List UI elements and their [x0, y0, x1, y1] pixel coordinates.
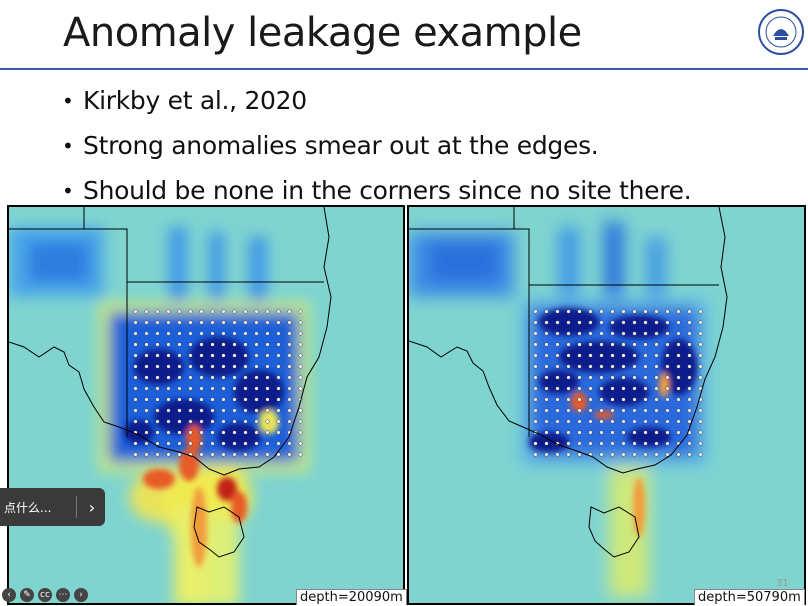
title-divider	[0, 68, 808, 70]
page-number: 31	[776, 578, 789, 589]
forward-icon[interactable]: ›	[74, 588, 88, 602]
pen-icon[interactable]: ✎	[20, 588, 34, 602]
slide-title: Anomaly leakage example	[63, 10, 582, 56]
left-anomaly-map	[7, 205, 405, 605]
bullet-item: • Should be none in the corners since no …	[62, 176, 692, 205]
bullet-item: • Strong anomalies smear out at the edges…	[62, 131, 599, 160]
left-depth-label: depth=20090m	[296, 589, 407, 605]
slideshow-controls: ‹ ✎ cc ⋯ ›	[2, 588, 88, 602]
chevron-right-icon[interactable]: ›	[88, 497, 96, 517]
university-seal-icon	[757, 8, 805, 56]
bullet-item: • Kirkby et al., 2020	[62, 86, 307, 115]
cc-icon[interactable]: cc	[38, 588, 52, 602]
back-icon[interactable]: ‹	[2, 588, 16, 602]
popup-text[interactable]: 点什么...	[4, 500, 52, 515]
bullet-list: • Kirkby et al., 2020 • Strong anomalies s…	[62, 84, 692, 219]
question-popup[interactable]: 点什么... ›	[0, 488, 105, 526]
popup-divider	[76, 496, 77, 518]
right-anomaly-map	[407, 205, 806, 605]
right-depth-label: depth=50790m	[694, 589, 805, 605]
more-icon[interactable]: ⋯	[56, 588, 70, 602]
